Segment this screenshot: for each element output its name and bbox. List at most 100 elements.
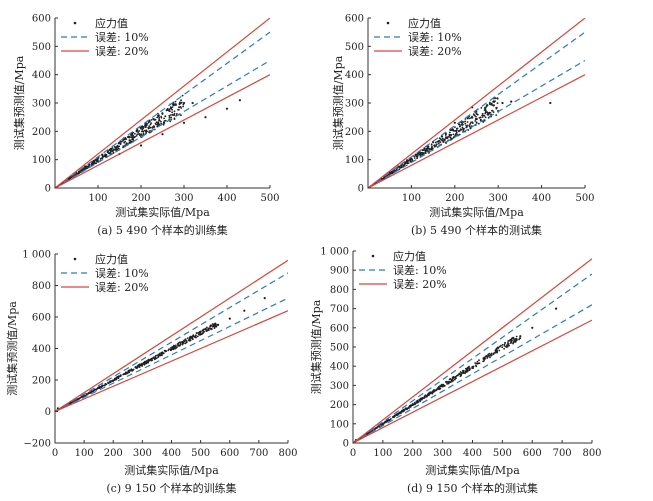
scatter-point — [399, 411, 402, 414]
scatter-point — [98, 386, 101, 389]
scatter-point — [455, 130, 458, 133]
scatter-point — [201, 332, 203, 335]
y-tick-label: 400 — [32, 344, 51, 355]
scatter-point — [484, 116, 487, 119]
scatter-point — [171, 106, 174, 108]
scatter-point — [157, 114, 160, 117]
x-axis-label: 测试集实际值/Mpa — [124, 463, 219, 477]
scatter-point — [177, 108, 179, 111]
scatter-points — [56, 94, 241, 188]
scatter-point — [427, 392, 430, 395]
scatter-point — [473, 114, 476, 117]
scatter-point — [462, 127, 464, 130]
scatter-point — [205, 329, 208, 332]
scatter-point — [175, 346, 178, 349]
scatter-point — [495, 348, 498, 350]
scatter-point — [428, 394, 431, 396]
chart-panel-3: 0 100 200 300 400 500 600 700 800−20002004006008… — [5, 250, 298, 496]
scatter-point — [454, 378, 456, 381]
scatter-point — [452, 133, 455, 136]
scatter-point — [153, 125, 155, 128]
scatter-point — [511, 339, 513, 342]
scatter-point — [77, 398, 80, 401]
scatter-point — [173, 117, 176, 120]
scatter-point — [191, 338, 194, 341]
scatter-point — [468, 365, 470, 368]
scatter-point — [174, 344, 177, 347]
scatter-point — [78, 172, 81, 175]
scatter-point — [460, 123, 463, 126]
scatter-point — [508, 344, 510, 347]
scatter-point — [419, 398, 421, 401]
scatter-point — [435, 388, 438, 391]
scatter-point — [114, 378, 117, 381]
scatter-point — [180, 99, 183, 102]
y-tick-label: 800 — [330, 285, 349, 296]
scatter-point — [474, 115, 477, 118]
scatter-point — [152, 118, 155, 121]
scatter-point — [97, 386, 99, 389]
scatter-point — [130, 134, 133, 137]
scatter-point — [410, 158, 412, 161]
scatter-point — [157, 112, 159, 115]
scatter-point — [149, 358, 152, 361]
scatter-point — [158, 123, 161, 126]
scatter-point — [225, 107, 229, 110]
scatter-point — [127, 371, 130, 374]
scatter-point — [411, 403, 414, 407]
scatter-point — [182, 341, 185, 344]
scatter-point — [490, 352, 493, 355]
scatter-point — [423, 396, 426, 399]
scatter-point — [141, 125, 144, 128]
scatter-point — [501, 101, 504, 105]
scatter-point — [459, 125, 461, 127]
x-tick-label: 400 — [217, 193, 236, 204]
scatter-point — [123, 372, 126, 376]
scatter-point — [139, 144, 143, 147]
scatter-point — [186, 337, 189, 339]
scatter-point — [156, 116, 159, 119]
scatter-point — [156, 123, 159, 125]
scatter-point — [179, 343, 182, 345]
scatter-point — [426, 150, 429, 152]
scatter-point — [134, 132, 136, 135]
scatter-point — [488, 352, 491, 355]
scatter-point — [171, 108, 174, 111]
scatter-point — [112, 379, 115, 382]
error-20-line — [55, 310, 288, 413]
scatter-point — [477, 362, 480, 365]
scatter-point — [466, 370, 469, 373]
x-tick-label: 300 — [174, 193, 193, 204]
scatter-point — [160, 120, 162, 123]
scatter-point — [491, 354, 493, 356]
error-10-line — [55, 272, 288, 413]
x-tick-label: 100 — [402, 193, 421, 204]
scatter-point — [531, 326, 534, 329]
scatter-point — [461, 370, 464, 372]
scatter-point — [150, 119, 153, 121]
scatter-point — [450, 380, 453, 383]
scatter-point — [470, 121, 472, 124]
x-tick-label: 500 — [493, 448, 512, 459]
scatter-point — [437, 142, 440, 145]
scatter-point — [188, 338, 191, 341]
scatter-point — [465, 126, 468, 128]
scatter-point — [419, 151, 421, 154]
scatter-point — [177, 342, 180, 345]
y-tick-label: 300 — [32, 99, 51, 110]
x-tick-label: 800 — [278, 448, 297, 459]
x-tick-label: 300 — [133, 448, 152, 459]
scatter-point — [510, 100, 513, 103]
scatter-point — [142, 126, 145, 128]
scatter-point — [214, 323, 217, 326]
legend-entry: 误差: 10% — [95, 266, 149, 280]
scatter-point — [438, 137, 441, 140]
x-tick-label: 0 — [52, 448, 58, 459]
scatter-point — [416, 157, 418, 160]
y-tick-label: 800 — [32, 281, 51, 292]
scatter-point — [406, 159, 409, 162]
legend-dot-icon — [386, 21, 390, 25]
scatter-point — [406, 162, 409, 165]
scatter-point — [486, 104, 488, 106]
